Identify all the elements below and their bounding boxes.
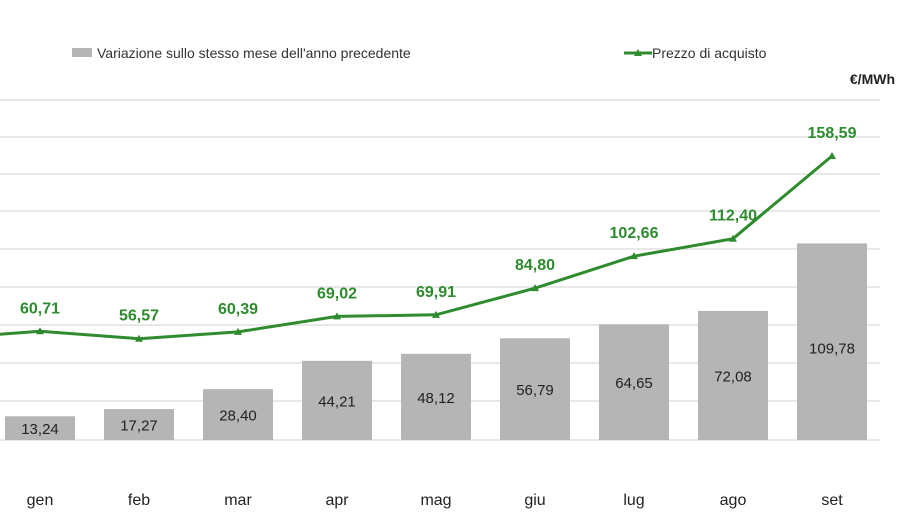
legend: Variazione sullo stesso mese dell'anno p… xyxy=(72,45,767,61)
line-point-set xyxy=(828,152,836,160)
line-point-ago xyxy=(729,234,737,242)
bar-gen xyxy=(5,416,75,440)
x-tick-label: mag xyxy=(420,492,451,509)
legend-bar-label: Variazione sullo stesso mese dell'anno p… xyxy=(97,45,411,61)
bar-value-label: 44,21 xyxy=(318,393,356,410)
bar-ago xyxy=(698,310,768,440)
bar-value-label: 109,78 xyxy=(809,340,855,357)
bar-lug xyxy=(599,324,669,440)
line-value-label: 69,02 xyxy=(317,285,357,302)
line-point-gen xyxy=(36,327,44,335)
bar-mag xyxy=(401,353,471,440)
x-axis-ticks: gen feb mar apr mag giu lug ago set xyxy=(27,492,844,509)
line-value-label: 112,40 xyxy=(709,208,757,225)
line-series: 60,71 56,57 60,39 69,02 69,91 84,80 102,66 112,… xyxy=(0,125,857,342)
unit-label: €/MWh xyxy=(850,71,895,87)
line-value-label: 60,71 xyxy=(20,300,60,317)
line-value-label: 158,59 xyxy=(808,125,857,142)
x-tick-label: set xyxy=(821,492,843,509)
x-tick-label: apr xyxy=(325,492,349,509)
line-value-label: 69,91 xyxy=(416,284,456,301)
line-path xyxy=(0,154,833,341)
line-point-lug xyxy=(630,252,638,260)
x-tick-label: giu xyxy=(524,492,545,509)
x-tick-label: gen xyxy=(27,492,54,509)
bar-set xyxy=(797,243,867,440)
bar-value-label: 56,79 xyxy=(516,382,554,399)
bar-value-label: 48,12 xyxy=(417,390,455,407)
bar-value-label: 17,27 xyxy=(120,418,158,435)
bar-value-label: 13,24 xyxy=(21,421,59,438)
bar-feb xyxy=(104,409,174,440)
line-value-label: 60,39 xyxy=(218,301,258,318)
x-tick-label: feb xyxy=(128,492,150,509)
bar-series: 13,24 17,27 28,40 44,21 48,12 56,79 64,65 72,08… xyxy=(5,243,867,440)
legend-triangle-marker-icon xyxy=(634,49,642,56)
line-point-mag xyxy=(432,310,440,318)
legend-line-label: Prezzo di acquisto xyxy=(652,45,767,61)
bar-value-label: 28,40 xyxy=(219,408,257,425)
line-point-mar xyxy=(234,327,242,335)
bar-value-label: 64,65 xyxy=(615,375,653,392)
line-value-label: 84,80 xyxy=(515,257,555,274)
line-value-label: 56,57 xyxy=(119,308,159,325)
x-tick-label: mar xyxy=(224,492,252,509)
line-point-apr xyxy=(333,312,341,320)
line-point-feb xyxy=(135,334,143,342)
line-point-giu xyxy=(531,284,539,292)
line-value-label: 102,66 xyxy=(610,225,659,242)
bar-apr xyxy=(302,360,372,440)
bar-mar xyxy=(203,389,273,440)
legend-bar-swatch xyxy=(72,48,92,57)
bar-giu xyxy=(500,338,570,440)
bar-value-label: 72,08 xyxy=(714,368,752,385)
x-tick-label: ago xyxy=(720,492,747,509)
x-tick-label: lug xyxy=(623,492,644,509)
